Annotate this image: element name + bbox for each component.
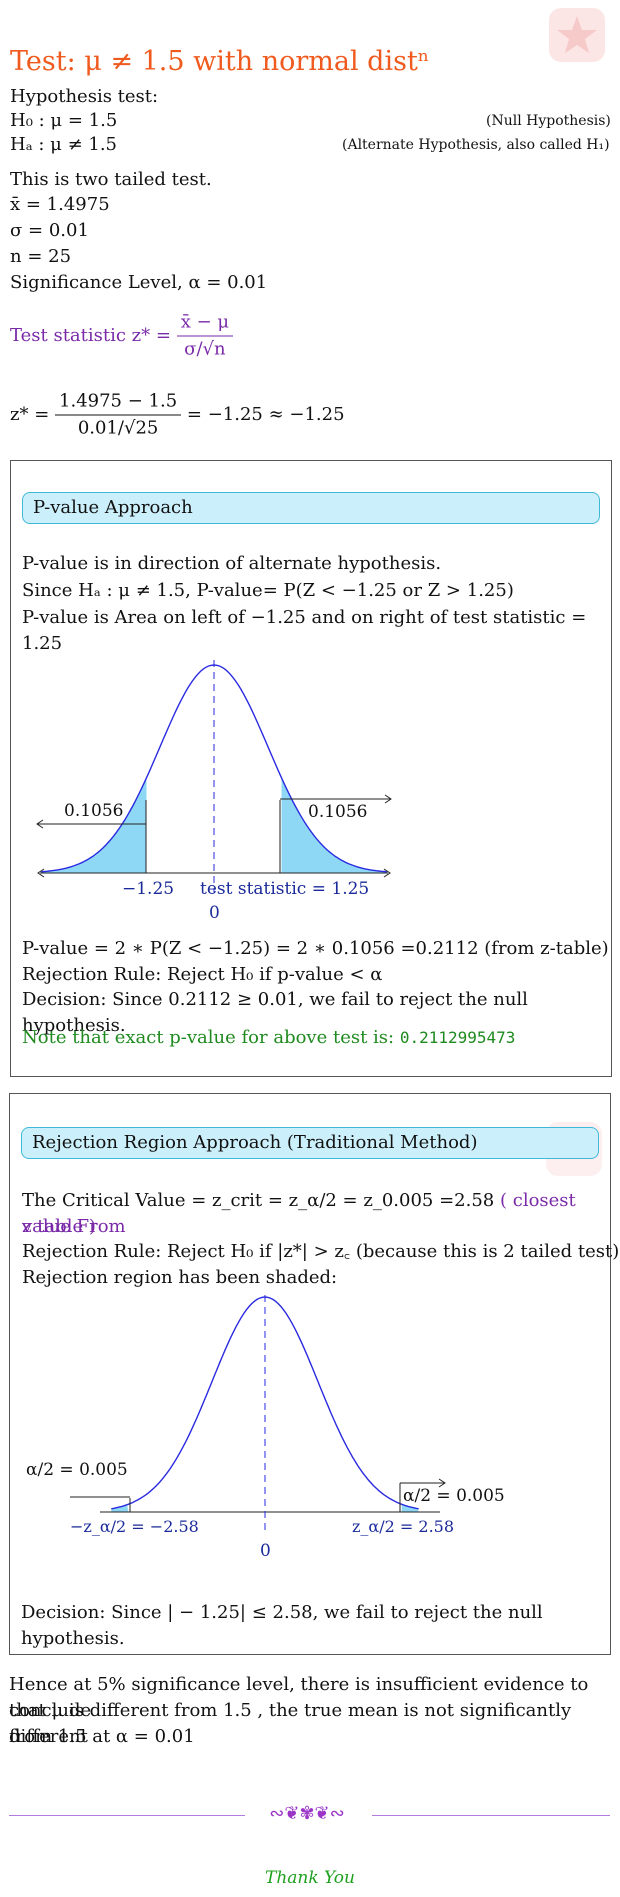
- right-tail-shade: [281, 777, 387, 873]
- pvalue-curve-chart: 0.1056 0.1056 −1.25 test statistic = 1.2…: [36, 660, 392, 923]
- left-area-label: 0.1056: [64, 801, 123, 821]
- formula-numerator: x̄ − μ: [176, 310, 234, 337]
- pvalue-line-3: P-value is Area on left of −1.25 and on …: [22, 607, 587, 654]
- pvalue-approach-header: P-value Approach: [22, 492, 600, 524]
- pvalue-approach-box: [10, 460, 612, 1077]
- pvalue-calculation: P-value = 2 ∗ P(Z < −1.25) = 2 ∗ 0.1056 …: [22, 938, 609, 959]
- left-critical-label: −z_α/2 = −2.58: [70, 1517, 199, 1536]
- rejection-decision: Decision: Since | − 1.25| ≤ 2.58, we fai…: [21, 1602, 543, 1649]
- pvalue-line-2: Since Hₐ : μ ≠ 1.5, P-value= P(Z < −1.25…: [22, 580, 514, 601]
- rejection-approach-box: [9, 1093, 611, 1655]
- calc-result: = −1.25 ≈ −1.25: [186, 404, 345, 425]
- left-area-arrowhead: [36, 819, 44, 829]
- ornament: ∾❦✾❦∾: [269, 1803, 345, 1824]
- conclusion-line-3: from 1.5 at α = 0.01: [9, 1726, 195, 1747]
- left-rejection-shade: [111, 1504, 129, 1512]
- right-alpha-label: α/2 = 0.005: [403, 1486, 505, 1506]
- thank-you: Thank You: [264, 1868, 355, 1888]
- conclusion-line-2: that μ is different from 1.5 , the true …: [9, 1700, 572, 1747]
- calc-numerator: 1.4975 − 1.5: [55, 389, 182, 416]
- hypothesis-heading: Hypothesis test:: [10, 86, 159, 107]
- closest-value-note-2: z table ): [22, 1216, 96, 1237]
- formula-fraction: x̄ − μ σ/√n: [176, 310, 234, 363]
- calc-prefix: z* =: [10, 404, 50, 425]
- right-critical-label: z_α/2 = 2.58: [352, 1517, 454, 1536]
- left-alpha-label: α/2 = 0.005: [26, 1460, 128, 1480]
- divider-right: [372, 1815, 610, 1816]
- tail-statement: This is two tailed test.: [10, 169, 212, 190]
- significance-level: Significance Level, α = 0.01: [10, 272, 268, 293]
- exact-pvalue-text: Note that exact p-value for above test i…: [22, 1027, 395, 1048]
- closest-value-note: ( closest value From: [22, 1190, 576, 1237]
- page-title: Test: μ ≠ 1.5 with normal distⁿ: [10, 46, 430, 77]
- sigma-value: σ = 0.01: [10, 220, 89, 241]
- star-icon: [557, 16, 597, 53]
- pvalue-decision: Decision: Since 0.2112 ≥ 0.01, we fail t…: [22, 989, 528, 1036]
- right-cut-label: test statistic = 1.25: [200, 879, 369, 899]
- calc-denominator: 0.01/√25: [77, 417, 159, 439]
- rejection-curve-chart: α/2 = 0.005 α/2 = 0.005 −z_α/2 = −2.58 z…: [26, 1295, 505, 1561]
- null-hypothesis-note: (Null Hypothesis): [486, 113, 611, 129]
- divider-left: [9, 1815, 245, 1816]
- rejection-rule: Rejection Rule: Reject H₀ if |z*| > z꜀ (…: [22, 1241, 620, 1262]
- right-alpha-arrowhead: [438, 1478, 446, 1488]
- pvalue-rejection-rule: Rejection Rule: Reject H₀ if p-value < α: [22, 964, 383, 985]
- rejection-region-note: Rejection region has been shaded:: [22, 1267, 338, 1288]
- test-statistic-calculation: z* = 1.4975 − 1.5 0.01/√25 = −1.25 ≈ −1.…: [10, 389, 345, 442]
- x-axis-arrow-left: [37, 868, 45, 878]
- zero-label-2: 0: [260, 1541, 271, 1561]
- calc-fraction: 1.4975 − 1.5 0.01/√25: [55, 389, 182, 442]
- brand-logo: [549, 8, 605, 62]
- formula-denominator: σ/√n: [184, 338, 226, 360]
- left-tail-shade: [41, 777, 147, 873]
- null-hypothesis: H₀ : μ = 1.5: [10, 110, 118, 131]
- alternate-hypothesis: Hₐ : μ ≠ 1.5: [10, 134, 117, 155]
- alternate-hypothesis-note: (Alternate Hypothesis, also called H₁): [342, 137, 610, 153]
- exact-pvalue-value: 0.2112995473: [399, 1028, 516, 1047]
- x-axis-arrow-right: [383, 868, 391, 878]
- test-statistic-label: Test statistic z* =: [10, 325, 171, 346]
- right-area-arrowhead: [384, 794, 392, 804]
- exact-pvalue-note: Note that exact p-value for above test i…: [22, 1025, 515, 1051]
- sample-mean: x̄ = 1.4975: [10, 194, 110, 215]
- test-statistic-formula: Test statistic z* = x̄ − μ σ/√n: [10, 310, 234, 363]
- critical-value-line: The Critical Value = z_crit = z_α/2 = z_…: [22, 1188, 602, 1240]
- rejection-approach-header: Rejection Region Approach (Traditional M…: [21, 1127, 599, 1159]
- left-cut-label: −1.25: [122, 879, 174, 899]
- conclusion-line-1: Hence at 5% significance level, there is…: [9, 1674, 589, 1721]
- critical-value-text: The Critical Value = z_crit = z_α/2 = z_…: [22, 1190, 495, 1211]
- right-area-label: 0.1056: [308, 802, 367, 822]
- zero-label: 0: [209, 903, 220, 923]
- sample-size: n = 25: [10, 246, 72, 267]
- pvalue-line-1: P-value is in direction of alternate hyp…: [22, 553, 442, 574]
